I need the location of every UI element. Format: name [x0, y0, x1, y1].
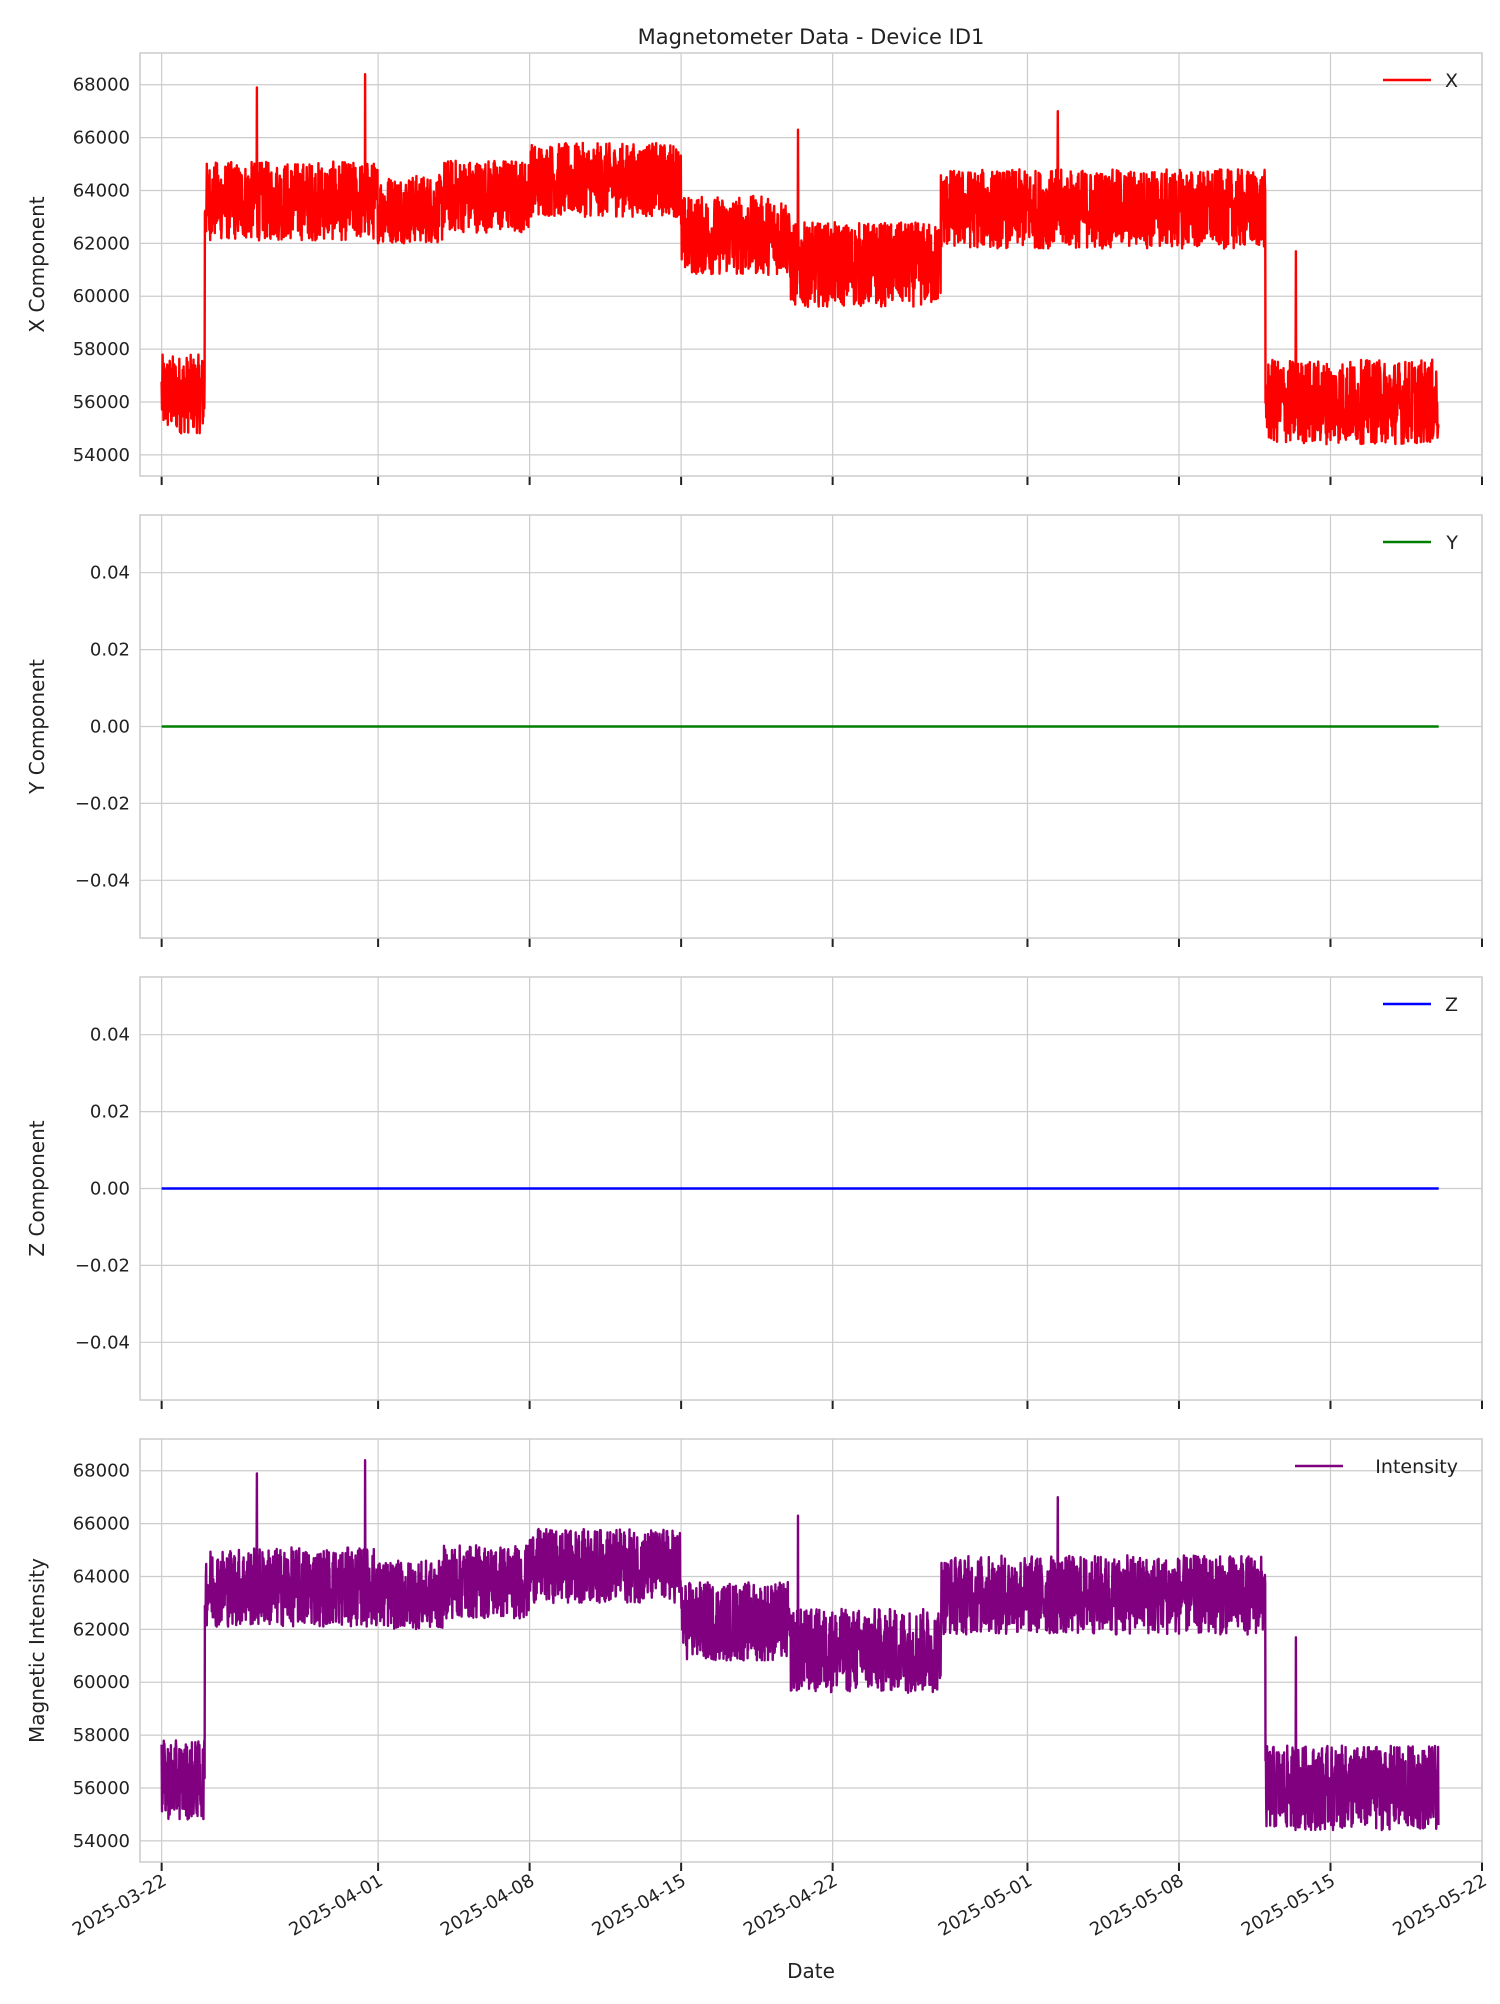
y-tick-label: 64000 — [73, 1566, 130, 1587]
y-tick-label: −0.04 — [75, 870, 130, 891]
y-tick-label: 54000 — [73, 445, 130, 466]
subplot-1: 54000 56000 58000 60000 62000 64000 66000 68000… — [25, 52, 1483, 485]
subplot-3: −0.04 −0.02 0.00 0.02 0.04 Z Component Z — [25, 976, 1483, 1409]
y-tick-label: 54000 — [73, 1831, 130, 1852]
y-tick-label: 66000 — [73, 1514, 130, 1535]
y-tick-label: 0.02 — [90, 1102, 130, 1123]
series-line-intensity — [160, 1459, 1440, 1832]
y-axis-label: X Component — [25, 196, 49, 332]
y-tick-label: 58000 — [73, 339, 130, 360]
y-tick-label: 68000 — [73, 1461, 130, 1482]
subplot-2: −0.04 −0.02 0.00 0.02 0.04 Y Component Y — [25, 514, 1483, 947]
y-axis-label: Z Component — [25, 1120, 49, 1256]
y-tick-label: 62000 — [73, 1619, 130, 1640]
chart-title: Magnetometer Data - Device ID1 — [638, 25, 985, 49]
y-tick-label: 58000 — [73, 1725, 130, 1746]
y-tick-label: 0.04 — [90, 563, 130, 584]
y-tick-label: 62000 — [73, 233, 130, 254]
x-tick-label: 2025-04-15 — [589, 1870, 690, 1940]
x-tick-label: 2025-05-22 — [1389, 1870, 1490, 1940]
y-tick-label: 0.02 — [90, 640, 130, 661]
y-tick-label: 68000 — [73, 75, 130, 96]
plot-frame — [139, 52, 1483, 477]
x-axis-label: Date — [787, 1959, 835, 1983]
legend-label: X — [1445, 70, 1458, 92]
legend-label: Z — [1445, 994, 1458, 1016]
y-axis-label: Magnetic Intensity — [25, 1558, 49, 1743]
y-tick-label: 56000 — [73, 392, 130, 413]
plot-frame — [139, 1438, 1483, 1863]
y-tick-label: −0.02 — [75, 1255, 130, 1276]
y-tick-label: 64000 — [73, 180, 130, 201]
y-tick-label: 66000 — [73, 128, 130, 149]
series-line-x — [160, 73, 1440, 446]
y-tick-label: 0.00 — [90, 1179, 130, 1200]
plot-frame — [139, 514, 1483, 939]
legend-label: Y — [1445, 532, 1458, 554]
x-tick-label: 2025-04-22 — [740, 1870, 841, 1940]
x-tick-label: 2025-05-15 — [1238, 1870, 1339, 1940]
subplot-4: 54000 56000 58000 60000 62000 64000 66000 68000… — [25, 1438, 1491, 1941]
y-tick-label: 0.04 — [90, 1025, 130, 1046]
legend-label: Intensity — [1375, 1456, 1458, 1478]
y-tick-label: 60000 — [73, 286, 130, 307]
x-tick-label: 2025-05-08 — [1086, 1870, 1187, 1940]
y-axis-label: Y Component — [25, 659, 49, 795]
y-tick-label: −0.04 — [75, 1332, 130, 1353]
x-tick-label: 2025-03-22 — [69, 1870, 170, 1940]
y-tick-label: 0.00 — [90, 717, 130, 738]
y-tick-label: −0.02 — [75, 793, 130, 814]
x-tick-label: 2025-04-01 — [286, 1870, 387, 1940]
x-tick-label: 2025-04-08 — [437, 1870, 538, 1940]
plot-frame — [139, 976, 1483, 1401]
x-tick-label: 2025-05-01 — [935, 1870, 1036, 1940]
y-tick-label: 60000 — [73, 1672, 130, 1693]
y-tick-label: 56000 — [73, 1778, 130, 1799]
